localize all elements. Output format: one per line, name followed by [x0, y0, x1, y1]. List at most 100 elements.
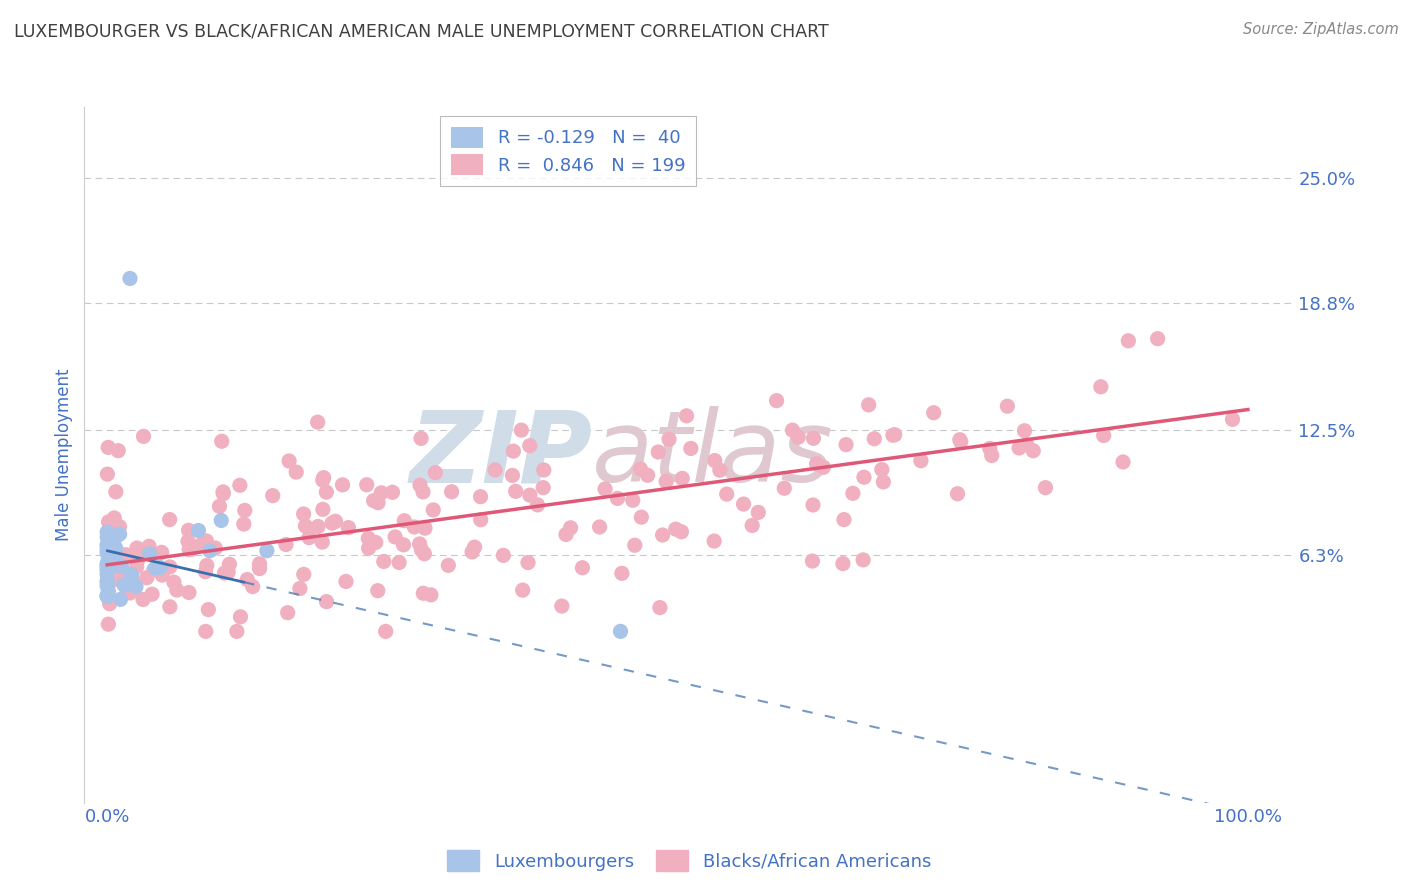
Point	[411, 542, 433, 557]
Point	[671, 471, 693, 485]
Point	[651, 528, 673, 542]
Point	[214, 566, 236, 580]
Point	[863, 432, 886, 446]
Point	[741, 518, 763, 533]
Point	[96, 543, 118, 558]
Point	[606, 491, 628, 506]
Point	[384, 530, 406, 544]
Point	[108, 519, 131, 533]
Point	[187, 524, 209, 538]
Point	[294, 519, 316, 533]
Point	[292, 567, 315, 582]
Point	[470, 513, 492, 527]
Point	[593, 482, 616, 496]
Point	[949, 434, 972, 449]
Point	[610, 566, 633, 581]
Point	[104, 562, 127, 576]
Point	[367, 496, 389, 510]
Point	[277, 606, 299, 620]
Point	[470, 490, 492, 504]
Y-axis label: Male Unemployment: Male Unemployment	[55, 368, 73, 541]
Point	[388, 556, 411, 570]
Point	[242, 580, 264, 594]
Point	[1008, 441, 1031, 455]
Point	[806, 457, 828, 471]
Point	[236, 573, 259, 587]
Point	[979, 442, 1001, 456]
Point	[96, 546, 118, 560]
Point	[96, 590, 118, 604]
Point	[97, 528, 120, 542]
Point	[97, 617, 120, 632]
Point	[1222, 412, 1244, 426]
Point	[461, 545, 484, 559]
Point	[132, 429, 155, 443]
Text: atlas: atlas	[592, 407, 834, 503]
Point	[312, 502, 335, 516]
Point	[337, 520, 360, 534]
Point	[298, 531, 321, 545]
Point	[159, 512, 181, 526]
Point	[100, 557, 122, 571]
Point	[803, 431, 825, 445]
Point	[858, 398, 880, 412]
Point	[321, 516, 343, 530]
Point	[852, 470, 875, 484]
Point	[588, 520, 610, 534]
Point	[910, 453, 932, 467]
Point	[842, 486, 865, 500]
Point	[97, 515, 120, 529]
Point	[307, 519, 329, 533]
Point	[332, 478, 354, 492]
Point	[621, 493, 644, 508]
Point	[335, 574, 357, 589]
Point	[307, 415, 329, 429]
Point	[510, 423, 533, 437]
Point	[370, 486, 392, 500]
Point	[108, 566, 131, 581]
Point	[492, 549, 515, 563]
Point	[709, 463, 731, 477]
Point	[229, 478, 252, 492]
Point	[118, 271, 141, 285]
Point	[648, 600, 671, 615]
Point	[179, 542, 201, 557]
Point	[96, 589, 118, 603]
Point	[413, 521, 436, 535]
Point	[637, 468, 659, 483]
Point	[440, 484, 463, 499]
Point	[177, 524, 200, 538]
Legend: Luxembourgers, Blacks/African Americans: Luxembourgers, Blacks/African Americans	[440, 843, 938, 879]
Point	[96, 567, 118, 582]
Point	[195, 558, 218, 573]
Text: ZIP: ZIP	[409, 407, 592, 503]
Point	[412, 484, 434, 499]
Point	[197, 602, 219, 616]
Point	[190, 538, 212, 552]
Point	[980, 449, 1002, 463]
Point	[315, 594, 337, 608]
Point	[163, 575, 186, 590]
Point	[181, 541, 204, 556]
Point	[835, 437, 858, 451]
Point	[501, 468, 523, 483]
Point	[364, 535, 387, 549]
Point	[98, 597, 121, 611]
Point	[127, 553, 149, 567]
Point	[1035, 481, 1057, 495]
Point	[288, 582, 311, 596]
Point	[733, 497, 755, 511]
Point	[311, 535, 333, 549]
Point	[212, 486, 235, 500]
Point	[312, 473, 335, 487]
Point	[97, 584, 120, 599]
Point	[120, 586, 142, 600]
Point	[138, 539, 160, 553]
Point	[115, 582, 138, 596]
Point	[363, 493, 385, 508]
Point	[870, 462, 893, 476]
Point	[96, 537, 118, 551]
Point	[142, 563, 165, 577]
Point	[571, 561, 593, 575]
Point	[105, 556, 128, 570]
